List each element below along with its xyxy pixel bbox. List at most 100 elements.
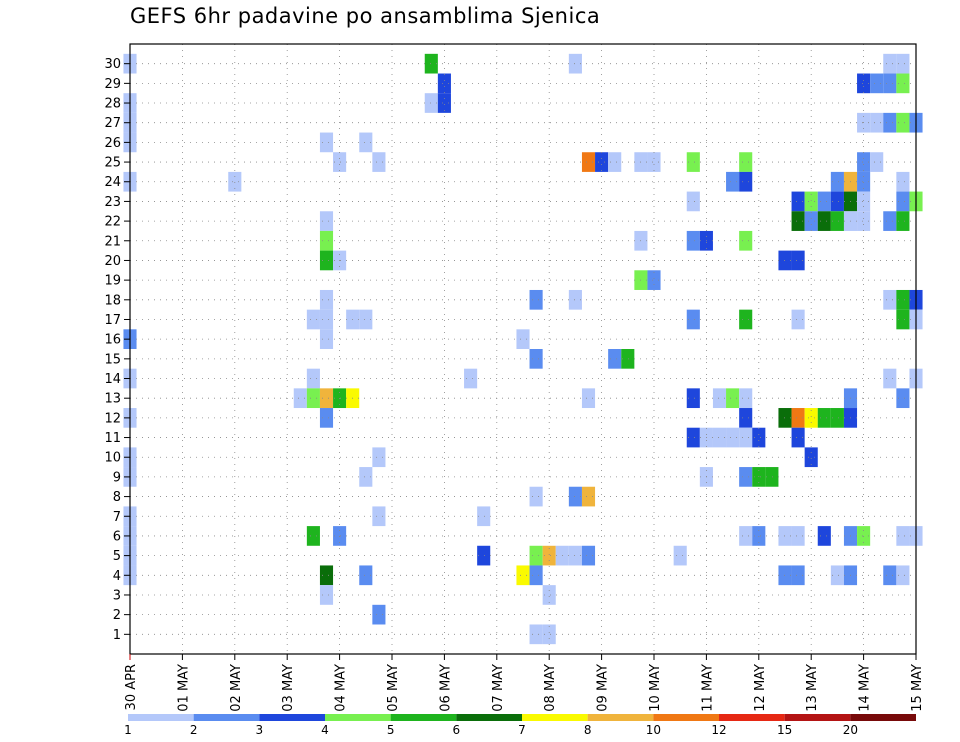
x-tick-label: 30 APR: [124, 664, 139, 710]
colorbar-swatch: [325, 714, 391, 721]
heat-cell: [686, 427, 700, 448]
heat-cell: [306, 309, 320, 330]
heat-cell: [568, 289, 582, 310]
heat-cell: [870, 152, 884, 172]
heat-cell: [857, 171, 871, 192]
heat-cell: [896, 211, 910, 231]
colorbar-label: 6: [453, 723, 461, 737]
colorbar-label: 20: [843, 723, 858, 737]
y-tick-label: 5: [113, 549, 121, 564]
heat-cell: [712, 427, 727, 448]
x-tick-label: 03 MAY: [281, 664, 296, 712]
heat-cell: [568, 53, 582, 74]
heat-cell: [581, 152, 596, 172]
heat-cell: [319, 132, 334, 153]
heat-cell: [791, 526, 805, 546]
heat-cell: [424, 53, 438, 74]
heat-cell: [686, 388, 700, 409]
heat-cell: [437, 93, 451, 113]
colorbar-label: 1: [124, 723, 132, 737]
heat-cell: [712, 388, 727, 409]
heat-cell: [306, 388, 320, 409]
y-tick-label: 11: [104, 431, 121, 446]
heat-cell: [830, 191, 844, 212]
heat-cell: [896, 526, 910, 546]
heat-cell: [791, 427, 805, 448]
plot-frame: [129, 43, 917, 655]
y-tick-label: 17: [104, 313, 121, 328]
colorbar-swatch: [128, 714, 194, 721]
heat-cell: [529, 624, 543, 645]
heat-cell: [791, 191, 805, 212]
heat-cell: [896, 171, 910, 192]
y-tick-label: 1: [113, 628, 121, 643]
heat-cell: [686, 309, 700, 330]
heat-cell: [319, 289, 334, 310]
y-tick-label: 19: [104, 274, 121, 289]
heat-cell: [726, 427, 740, 448]
heat-cell: [883, 565, 897, 586]
y-tick-label: 12: [104, 411, 121, 426]
colorbar-swatch: [784, 714, 851, 721]
colorbar-swatch: [653, 714, 719, 721]
y-tick-label: 20: [104, 254, 121, 269]
heat-cell: [529, 486, 543, 507]
y-tick-label: 8: [113, 490, 121, 505]
x-tick-label: 14 MAY: [858, 664, 873, 712]
heat-cell: [306, 526, 320, 546]
y-tick-label: 2: [113, 608, 121, 623]
x-tick-label: 12 MAY: [753, 664, 768, 712]
chart-title: GEFS 6hr padavine po ansamblima Sjenica: [130, 4, 601, 28]
heat-cell: [359, 132, 373, 153]
heat-cell: [739, 171, 753, 192]
colorbar-swatch: [719, 714, 785, 721]
y-tick-label: 3: [113, 588, 121, 603]
heat-cell: [817, 526, 831, 546]
heat-cell: [883, 112, 897, 133]
heat-cell: [319, 230, 334, 251]
x-tick-label: 05 MAY: [386, 664, 401, 712]
heat-cell: [817, 211, 831, 231]
y-tick-label: 7: [113, 510, 121, 525]
heat-cell: [896, 191, 910, 212]
heat-cell: [857, 73, 871, 94]
heat-cell: [647, 152, 661, 172]
heat-cell: [319, 309, 334, 330]
heat-cell: [529, 349, 543, 369]
x-tick-label: 10 MAY: [648, 664, 663, 712]
heat-cell: [686, 191, 700, 212]
heat-cell: [516, 565, 530, 586]
heat-cell: [686, 152, 700, 172]
heat-cell: [896, 112, 910, 133]
heat-cell: [804, 191, 818, 212]
y-tick-label: 15: [104, 352, 121, 367]
heat-cell: [581, 545, 596, 566]
heat-cell: [883, 53, 897, 74]
heat-cell: [647, 270, 661, 290]
heat-cell: [830, 211, 844, 231]
colorbar-swatch: [456, 714, 522, 721]
heat-cell: [542, 545, 556, 566]
x-tick-label: 15 MAY: [910, 664, 925, 712]
heat-cell: [791, 565, 805, 586]
heat-cell: [359, 309, 373, 330]
heat-cell: [228, 171, 242, 192]
y-tick-label: 14: [104, 372, 121, 387]
heat-cell: [752, 526, 766, 546]
x-tick-label: 11 MAY: [700, 664, 715, 712]
colorbar-swatch: [850, 714, 916, 721]
heat-cell: [804, 211, 818, 231]
x-tick-label: 06 MAY: [438, 664, 453, 712]
heat-cell: [791, 211, 805, 231]
y-tick-label: 28: [104, 97, 121, 112]
y-tick-label: 9: [113, 470, 121, 485]
heat-cell: [437, 73, 451, 94]
heat-cell: [896, 309, 910, 330]
heat-cell: [857, 526, 871, 546]
heat-cell: [372, 506, 386, 527]
y-tick-label: 18: [104, 293, 121, 308]
heat-cell: [765, 467, 779, 487]
heat-cell: [739, 467, 753, 487]
heat-cell: [516, 329, 530, 349]
